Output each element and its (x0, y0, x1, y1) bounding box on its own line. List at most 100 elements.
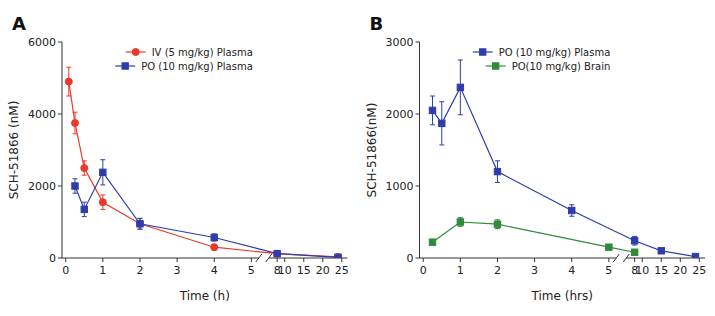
data-point (494, 168, 500, 174)
series-line (432, 87, 571, 210)
legend-marker (122, 63, 128, 69)
legend-label: PO (10 mg/kg) Plasma (499, 47, 611, 58)
series-group (631, 249, 637, 255)
y-tick-label: 0 (49, 252, 56, 265)
series-line (75, 172, 214, 237)
y-tick-label: 0 (407, 252, 414, 265)
x-tick (139, 258, 140, 262)
y-axis (419, 42, 420, 258)
x-tick-label: 1 (457, 264, 464, 277)
series-group (274, 250, 342, 258)
x-tick (699, 258, 700, 262)
x-tick (642, 258, 643, 262)
x-tick (341, 258, 342, 262)
x-axis-label: Time (hrs) (531, 289, 593, 303)
series-group (631, 236, 698, 258)
axis-break (623, 254, 629, 262)
y-tick-label: 2000 (386, 108, 414, 121)
legend-label: PO (10 mg/kg) Plasma (141, 61, 253, 72)
y-tick (58, 258, 62, 259)
x-tick (497, 258, 498, 262)
series-group (72, 160, 218, 241)
y-tick (58, 186, 62, 187)
x-tick (284, 258, 285, 262)
y-axis-label: SCH-51866(nM) (365, 103, 379, 198)
panel-title: A (12, 13, 26, 34)
y-tick (416, 258, 420, 259)
y-tick (58, 42, 62, 43)
data-point (274, 250, 281, 257)
series-line (635, 241, 696, 257)
series-layer (65, 67, 341, 260)
series-line (572, 210, 635, 240)
x-tick-label: 25 (335, 264, 349, 277)
data-point (137, 221, 143, 227)
error-bar (72, 112, 77, 134)
x-tick (277, 258, 278, 262)
x-tick-label: 3 (174, 264, 181, 277)
x-tick-label: 4 (568, 264, 575, 277)
data-point (65, 78, 72, 85)
y-tick (58, 114, 62, 115)
data-point (71, 120, 78, 127)
error-bar (212, 234, 217, 241)
error-bar (458, 60, 463, 115)
y-tick-label: 2000 (28, 180, 56, 193)
x-tick (534, 258, 535, 262)
data-point (457, 84, 463, 90)
error-bar (137, 218, 142, 229)
x-axis (420, 258, 617, 259)
error-bar (72, 179, 77, 193)
series-line (432, 222, 608, 247)
x-tick (680, 258, 681, 262)
x-tick-label: 10 (278, 264, 292, 277)
x-tick-label: 2 (136, 264, 143, 277)
axis-break (613, 254, 619, 262)
data-point (72, 183, 78, 189)
series-line (277, 254, 338, 258)
error-bar (137, 218, 142, 229)
error-bar (100, 195, 105, 209)
error-bar (430, 96, 435, 125)
x-tick (608, 258, 609, 262)
x-tick-label: 2 (494, 264, 501, 277)
x-tick-label: 4 (211, 264, 218, 277)
error-bar (82, 161, 87, 175)
x-tick-label: 5 (605, 264, 612, 277)
data-point (658, 248, 664, 254)
legend-marker (492, 63, 498, 69)
error-bar (212, 244, 217, 250)
panel: 0200040006000012345810152025IV (5 mg/kg)… (7, 13, 349, 303)
data-point (494, 221, 500, 227)
data-point (631, 249, 637, 255)
y-tick-label: 6000 (28, 36, 56, 49)
x-tick-label: 0 (62, 264, 69, 277)
data-point (631, 238, 637, 244)
y-tick (416, 114, 420, 115)
y-tick (416, 186, 420, 187)
x-tick (661, 258, 662, 262)
x-tick-label: 20 (316, 264, 330, 277)
series-line (69, 82, 214, 248)
x-tick (303, 258, 304, 262)
data-point (100, 169, 106, 175)
series-line (214, 237, 277, 253)
error-bar (495, 220, 500, 229)
x-tick (571, 258, 572, 262)
figure: 0200040006000012345810152025IV (5 mg/kg)… (0, 0, 715, 316)
error-bar (495, 161, 500, 183)
x-tick (322, 258, 323, 262)
series-group (429, 60, 575, 216)
error-bar (632, 236, 637, 245)
data-point (334, 253, 341, 258)
error-bar (439, 102, 444, 145)
series-group (65, 67, 217, 251)
legend: PO (10 mg/kg) PlasmaPO(10 mg/kg) Brain (473, 47, 611, 72)
x-tick-label: 20 (673, 264, 687, 277)
x-tick-label: 10 (635, 264, 649, 277)
x-tick (102, 258, 103, 262)
data-point (692, 253, 698, 258)
error-bar (66, 67, 71, 96)
y-axis (62, 42, 63, 258)
x-tick-label: 1 (99, 264, 106, 277)
